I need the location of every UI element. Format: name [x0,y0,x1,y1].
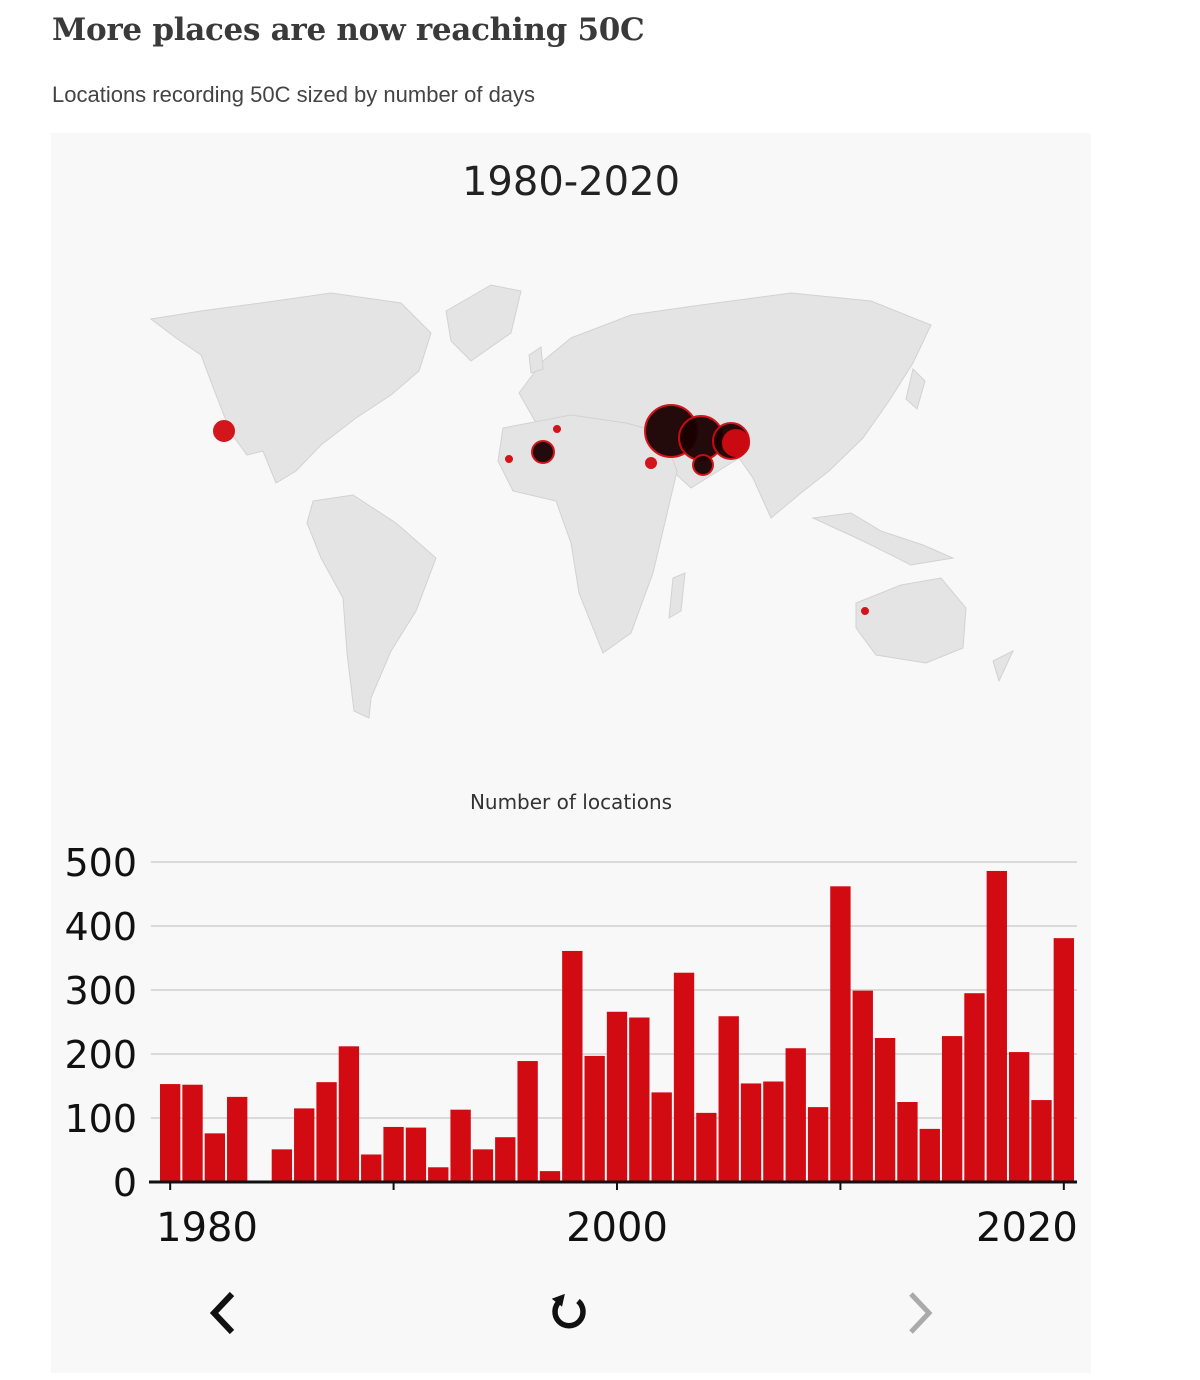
bar [562,950,583,1182]
bar [606,1011,628,1182]
land-australia [855,577,967,664]
bar [160,1084,181,1182]
bar [316,1082,337,1182]
bar [964,993,985,1182]
bar [584,1055,605,1182]
bar [1008,1052,1030,1182]
land-japan [905,368,926,410]
bar [651,1092,672,1182]
bar [271,1149,293,1182]
bar [539,1171,561,1182]
bar [338,1046,360,1182]
x-tick-label: 2000 [566,1205,668,1251]
bar [450,1109,471,1182]
y-tick-label: 300 [64,969,137,1013]
y-tick-label: 400 [64,905,137,949]
bar [897,1102,918,1182]
hotspot-marker [213,420,235,442]
bar [763,1081,784,1182]
bar [673,972,695,1182]
bar [1031,1100,1052,1182]
land-madagascar [668,572,686,619]
chevron-right-icon [909,1292,933,1334]
period-label: 1980-2020 [461,159,681,205]
land-indonesia [811,512,955,566]
bar [204,1133,226,1182]
bar [294,1108,315,1182]
land-uk [528,346,544,374]
chart-panel: 1980-2020 Number of locations 0 100 200 300… [51,133,1091,1373]
bar [696,1112,717,1182]
bar [428,1167,449,1182]
bar [361,1154,382,1182]
bar [986,870,1007,1182]
bar [941,1036,963,1182]
bar [383,1126,404,1182]
y-tick-label: 200 [64,1033,137,1077]
land-africa [497,414,678,654]
bar [785,1048,806,1182]
y-tick-label: 500 [64,841,137,885]
bar [830,886,851,1182]
bar [472,1149,494,1182]
hotspot-marker [692,454,714,476]
x-tick-label: 2020 [976,1205,1078,1251]
hotspot-marker [531,440,555,464]
world-map [149,284,1015,719]
y-tick-label: 0 [113,1161,137,1205]
bar [405,1127,427,1182]
bar [182,1084,203,1182]
bar [227,1096,248,1182]
land-new-zealand [992,649,1015,683]
bar [1053,938,1074,1182]
bar [517,1061,538,1182]
bar [852,990,873,1182]
replay-button[interactable] [539,1283,599,1343]
previous-button[interactable] [194,1283,254,1343]
next-button[interactable] [889,1283,949,1343]
chart-title: Number of locations [469,790,673,814]
bar [874,1038,896,1182]
bar-chart: 0 100 200 300 400 500 1980 2000 2020 [64,841,1078,1251]
hotspot-marker [722,429,750,457]
bar [919,1128,940,1182]
page-subtitle: Locations recording 50C sized by number … [52,82,536,107]
chevron-left-icon [209,1291,235,1335]
y-tick-label: 100 [64,1097,137,1141]
bar [740,1083,762,1182]
land-south-america [306,494,437,719]
bar [718,1016,739,1182]
bar [807,1107,829,1182]
land-greenland [445,284,522,362]
page-title: More places are now reaching 50C [52,12,645,48]
replay-icon [551,1293,586,1329]
hotspot-marker [645,457,657,469]
bar [495,1137,516,1182]
bar [629,1017,650,1182]
land-masses [149,284,1015,719]
hotspot-marker [553,425,561,433]
x-tick-label: 1980 [156,1205,258,1251]
hotspot-marker [861,607,869,615]
hotspot-marker [505,455,513,463]
hotspots [213,404,869,615]
land-north-america [149,292,432,484]
